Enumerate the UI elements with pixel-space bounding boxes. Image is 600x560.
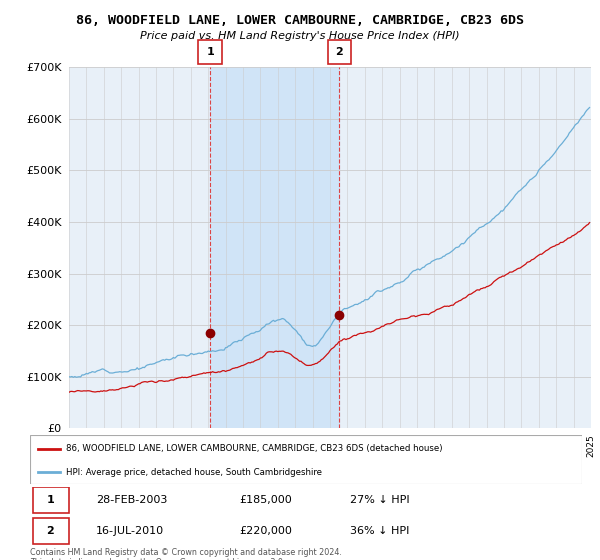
Text: 28-FEB-2003: 28-FEB-2003 bbox=[96, 495, 167, 505]
FancyBboxPatch shape bbox=[30, 435, 582, 484]
Text: Contains HM Land Registry data © Crown copyright and database right 2024.
This d: Contains HM Land Registry data © Crown c… bbox=[30, 548, 342, 560]
Bar bbox=[210, 67, 340, 428]
Text: 16-JUL-2010: 16-JUL-2010 bbox=[96, 526, 164, 536]
Text: 27% ↓ HPI: 27% ↓ HPI bbox=[350, 495, 410, 505]
FancyBboxPatch shape bbox=[199, 40, 222, 64]
Text: 2: 2 bbox=[47, 526, 54, 536]
FancyBboxPatch shape bbox=[328, 40, 351, 64]
Text: 86, WOODFIELD LANE, LOWER CAMBOURNE, CAMBRIDGE, CB23 6DS: 86, WOODFIELD LANE, LOWER CAMBOURNE, CAM… bbox=[76, 14, 524, 27]
Text: Price paid vs. HM Land Registry's House Price Index (HPI): Price paid vs. HM Land Registry's House … bbox=[140, 31, 460, 41]
Text: 36% ↓ HPI: 36% ↓ HPI bbox=[350, 526, 410, 536]
Text: 2: 2 bbox=[335, 47, 343, 57]
Text: HPI: Average price, detached house, South Cambridgeshire: HPI: Average price, detached house, Sout… bbox=[66, 468, 322, 477]
Text: 1: 1 bbox=[206, 47, 214, 57]
Text: 86, WOODFIELD LANE, LOWER CAMBOURNE, CAMBRIDGE, CB23 6DS (detached house): 86, WOODFIELD LANE, LOWER CAMBOURNE, CAM… bbox=[66, 445, 442, 454]
FancyBboxPatch shape bbox=[33, 519, 68, 544]
Text: 1: 1 bbox=[47, 495, 54, 505]
Text: £220,000: £220,000 bbox=[240, 526, 293, 536]
Text: £185,000: £185,000 bbox=[240, 495, 293, 505]
FancyBboxPatch shape bbox=[33, 487, 68, 513]
